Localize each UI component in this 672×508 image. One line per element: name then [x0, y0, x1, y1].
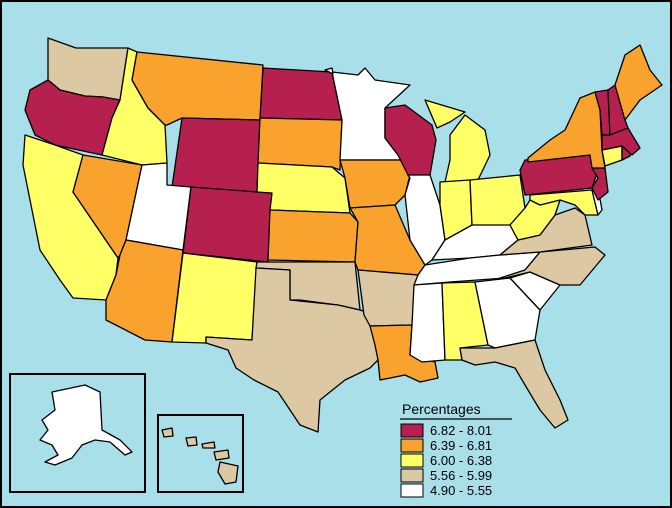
- state-wyoming: [171, 117, 261, 194]
- hawaii-islands: [161, 427, 239, 485]
- state-colorado: [182, 186, 273, 263]
- island-molokai: [201, 441, 216, 449]
- legend-title: Percentages: [402, 401, 481, 417]
- state-new-mexico: [171, 252, 258, 344]
- legend: Percentages 6.82 - 8.016.39 - 6.816.00 -…: [400, 401, 512, 498]
- state-kansas: [267, 209, 359, 263]
- state-vermont: [594, 89, 611, 136]
- state-florida: [459, 339, 569, 429]
- state-new-york: [527, 91, 606, 169]
- island-hawaii: [217, 461, 239, 485]
- island-mark: [324, 67, 334, 75]
- state-new-hampshire: [607, 84, 629, 136]
- state-arkansas: [357, 269, 419, 327]
- legend-label: 5.56 - 5.99: [430, 468, 492, 483]
- state-alaska: [39, 384, 133, 466]
- island-kauai: [161, 427, 174, 438]
- legend-label: 6.39 - 6.81: [430, 438, 492, 453]
- legend-swatch: [400, 438, 424, 453]
- legend-label: 6.82 - 8.01: [430, 423, 492, 438]
- legend-label: 6.00 - 6.38: [430, 453, 492, 468]
- state-maine: [614, 44, 663, 121]
- state-illinois: [404, 174, 446, 266]
- state-nebraska: [256, 162, 351, 214]
- legend-swatch: [400, 468, 424, 483]
- state-north-carolina: [499, 246, 606, 286]
- legend-swatch: [400, 453, 424, 468]
- island-maui: [213, 449, 230, 461]
- state-mississippi: [409, 282, 446, 363]
- legend-swatch: [400, 423, 424, 438]
- state-north-dakota: [259, 67, 343, 121]
- state-texas: [205, 267, 379, 433]
- state-iowa: [339, 159, 411, 209]
- legend-label: 4.90 - 5.55: [430, 483, 492, 498]
- legend-swatch: [400, 483, 424, 498]
- island-oahu: [185, 436, 198, 447]
- state-south-dakota: [257, 117, 343, 171]
- state-michigan: [424, 99, 491, 183]
